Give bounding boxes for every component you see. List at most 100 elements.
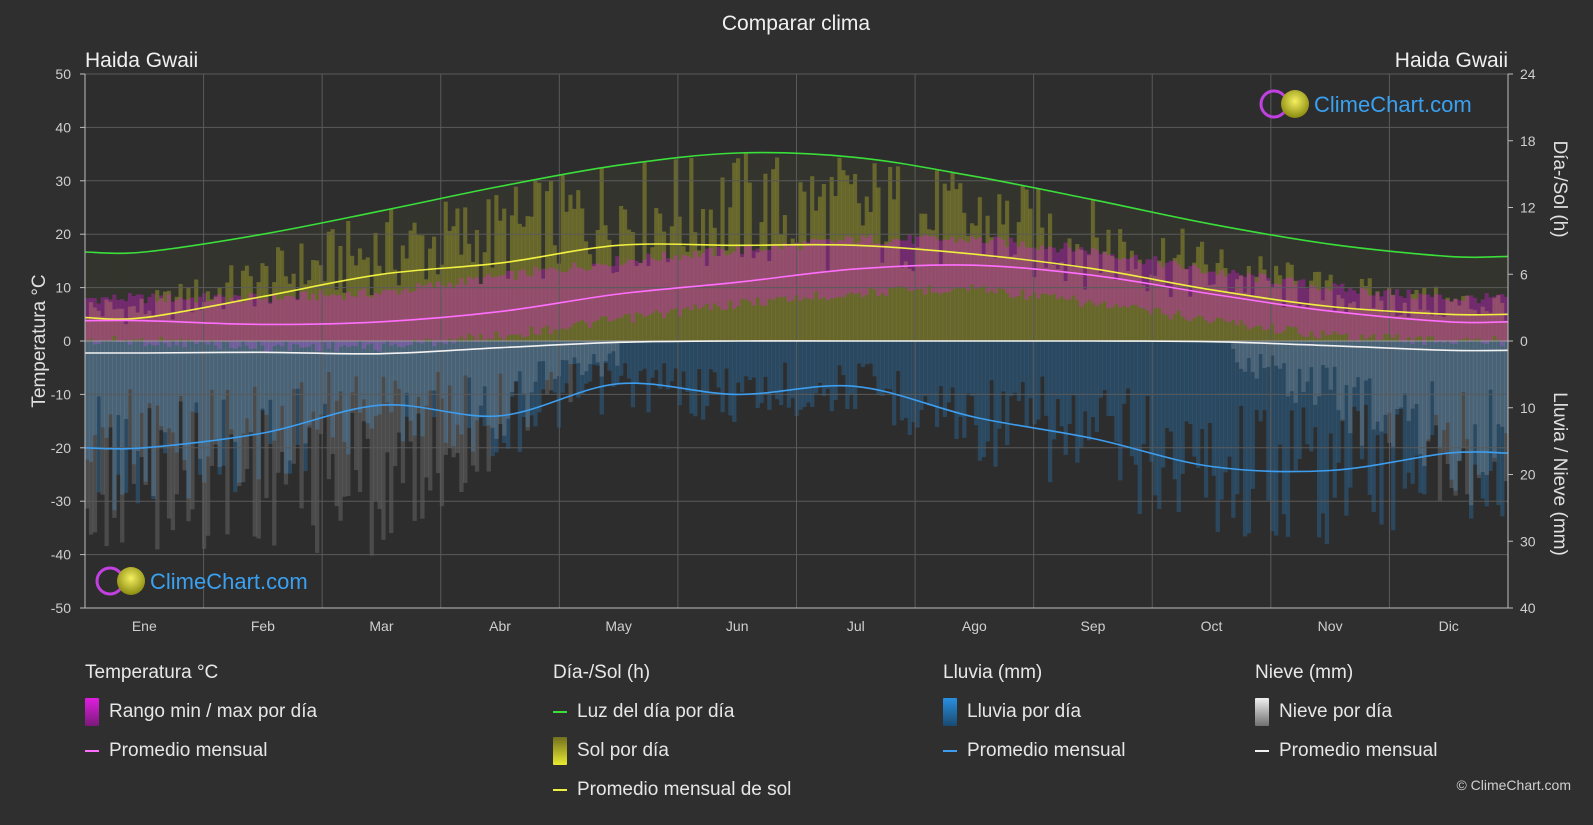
- daylight-bar: [1437, 255, 1443, 341]
- daylight-bar: [572, 173, 577, 341]
- watermark-bottom: ClimeChart.com: [95, 566, 308, 596]
- sun-bar: [408, 230, 413, 341]
- x-tick-label: Nov: [1318, 618, 1343, 634]
- sun-bar: [560, 175, 565, 341]
- daylight-bar: [568, 173, 573, 341]
- rain-bar: [252, 341, 257, 387]
- snow-bar: [272, 341, 277, 546]
- temp-range-bar: [295, 299, 300, 345]
- temp-range-bar: [1359, 287, 1365, 335]
- rain-bar: [661, 341, 667, 364]
- daylight-bar: [182, 245, 187, 341]
- temp-range-bar: [630, 259, 636, 323]
- rain-bar: [993, 341, 998, 467]
- sun-bar: [665, 262, 671, 341]
- sun-bar: [147, 310, 152, 341]
- daylight-bar: [1059, 193, 1064, 341]
- sun-bar: [256, 282, 261, 341]
- watermark-text-top: ClimeChart.com: [1314, 92, 1472, 117]
- sun-bar: [521, 226, 526, 341]
- axes: 50403020100-10-20-30-40-5024181260102030…: [51, 66, 1536, 634]
- sun-bar: [646, 265, 651, 341]
- rain-bar: [1309, 341, 1314, 452]
- y-right-top-tick-label: 0: [1520, 333, 1528, 349]
- rain-bar: [1262, 341, 1267, 411]
- rain-bar: [981, 341, 986, 458]
- y-left-tick-label: 20: [55, 226, 71, 242]
- rain-bar: [1410, 341, 1415, 484]
- sun-bar: [1320, 300, 1326, 341]
- temp-range-bar: [279, 299, 285, 347]
- sun-bar: [1207, 285, 1213, 341]
- rain-bar: [646, 341, 651, 413]
- rain-bar: [833, 341, 838, 401]
- sun-bar: [541, 278, 546, 341]
- snow-bar: [369, 341, 374, 556]
- rain-bar: [357, 341, 363, 413]
- sun-bar: [716, 255, 721, 341]
- rain-bar: [1277, 341, 1283, 445]
- sun-bar: [1238, 275, 1244, 341]
- sun-bar: [747, 182, 753, 341]
- sun-bar: [1005, 200, 1010, 341]
- y-left-tick-label: 0: [63, 333, 71, 349]
- sun-bar: [962, 212, 967, 341]
- sun-bar: [1254, 276, 1259, 341]
- temp-range-bar: [895, 239, 901, 287]
- rain-bar: [381, 341, 386, 377]
- sun-bar: [248, 276, 254, 341]
- snow-bar: [1254, 341, 1259, 379]
- sun-bar: [459, 254, 464, 341]
- snow-bar: [100, 341, 105, 495]
- daylight-bar: [1352, 246, 1357, 341]
- sun-bar: [623, 209, 628, 341]
- snow-bar: [315, 341, 320, 553]
- snow-bar: [474, 341, 480, 472]
- rain-bar: [931, 341, 936, 406]
- daylight-bar: [677, 158, 682, 341]
- snow-bar: [1504, 341, 1509, 482]
- sun-bar: [1231, 292, 1236, 341]
- temp-range-bar: [365, 296, 370, 345]
- sun-avg-line: [84, 243, 1509, 320]
- temp-range-bar: [1028, 247, 1033, 296]
- rain-bar: [580, 341, 585, 395]
- rain-avg-swatch: [943, 750, 957, 752]
- snow-bar: [470, 341, 476, 466]
- sun-bar: [829, 176, 834, 341]
- temp-range-bar: [1414, 299, 1419, 338]
- snow-bar: [1430, 341, 1435, 382]
- rain-bar: [361, 341, 367, 400]
- sun-bar: [576, 190, 581, 341]
- daylight-bar: [626, 164, 632, 341]
- daylight-bar: [463, 193, 468, 341]
- temp-range-bar: [521, 269, 526, 338]
- daylight-bar: [775, 154, 780, 341]
- temp-range-bar: [350, 296, 355, 346]
- temp-avg-swatch: [85, 750, 99, 752]
- temp-range-bar: [537, 270, 542, 335]
- temp-range-bar: [1200, 272, 1205, 317]
- x-tick-label: Jul: [847, 618, 865, 634]
- daylight-bar: [697, 156, 702, 341]
- rain-bar: [650, 341, 655, 378]
- rain-bar: [467, 341, 472, 429]
- temp-range-bar: [244, 298, 250, 346]
- daylight-bar: [1176, 217, 1181, 341]
- sun-bar: [545, 191, 550, 341]
- sun-bar: [1071, 267, 1076, 341]
- rain-bar: [96, 341, 101, 493]
- temp-range-bar: [810, 238, 815, 300]
- daylight-bar: [1465, 256, 1470, 341]
- sun-bar: [1262, 269, 1267, 341]
- daylight-bar: [720, 154, 725, 341]
- rain-bar: [307, 341, 312, 426]
- temp-range-bar: [911, 243, 916, 291]
- temp-range-bar: [400, 290, 406, 348]
- temp-range-bar: [1406, 289, 1411, 338]
- daylight-bar: [1001, 182, 1006, 341]
- temp-range-bar: [977, 237, 983, 288]
- daylight-bar: [521, 182, 526, 341]
- temp-range-bar: [661, 251, 667, 319]
- snow-bar: [205, 341, 211, 536]
